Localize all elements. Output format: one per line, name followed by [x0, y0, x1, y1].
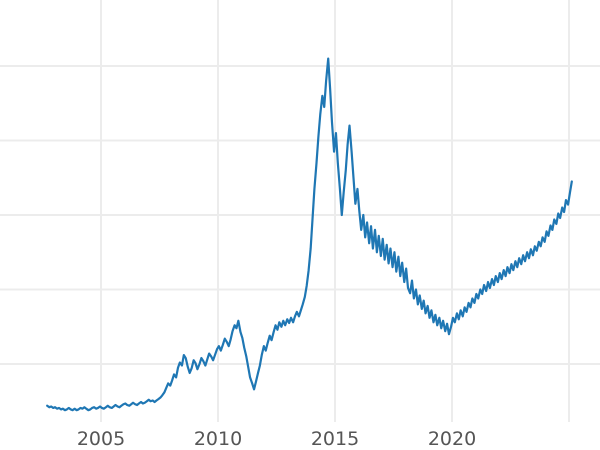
vertical-gridlines [100, 0, 570, 422]
x-tick-label-0: 2005 [77, 428, 125, 450]
series-layer [46, 57, 573, 412]
series-line-0 [46, 57, 573, 412]
x-tick-label-3: 2020 [428, 428, 476, 450]
x-tick-label-1: 2010 [194, 428, 242, 450]
horizontal-gridlines [0, 65, 600, 365]
x-tick-label-2: 2015 [311, 428, 359, 450]
x-axis-tick-labels: 2005 2010 2015 2020 [77, 428, 476, 450]
